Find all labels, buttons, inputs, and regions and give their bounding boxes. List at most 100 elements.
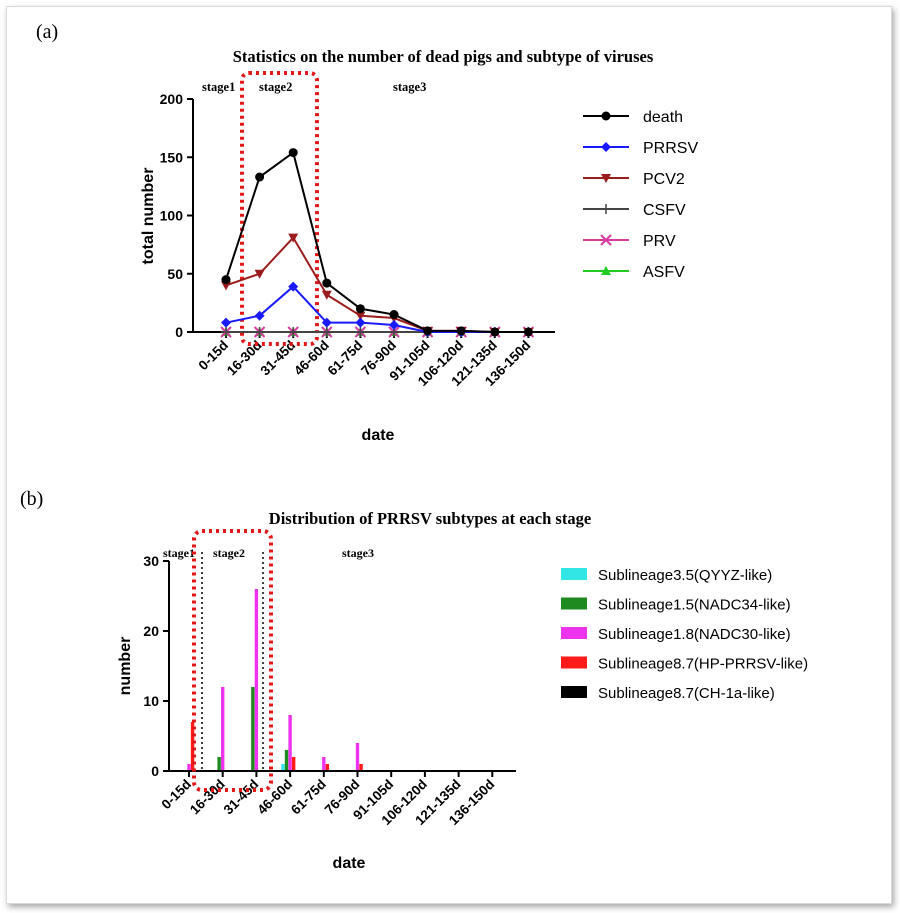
bar-sublineage8-7-hp-prrsv-like [359,764,363,771]
panel-b-ytick-label: 10 [143,693,159,709]
series-death-point [322,278,332,288]
panel-a-stage1: stage1 [202,80,235,94]
panel-a-ytick-label: 100 [160,208,184,224]
bar-sublineage1-8-nadc30-like [355,743,360,771]
bar-sublineage8-7-hp-prrsv-like [190,722,195,771]
series-pcv2-point [321,290,332,300]
legend-label-sublineage8-7-ch-1a-like: Sublineage8.7(CH-1a-like) [598,685,775,702]
panel-a-xtick-label: 16-30d [224,338,265,379]
legend-label-prrsv: PRRSV [643,140,698,157]
bar-sublineage3-5-qyyz-like [281,764,285,771]
series-pcv2-point [254,269,265,279]
legend-swatch-sublineage8-7-hp-prrsv-like [561,656,587,669]
figure-frame [6,6,892,904]
legend-marker-csfv [601,204,611,214]
series-death-point [355,304,365,314]
series-csfv-point [254,327,265,337]
series-death [221,148,533,337]
panel-b-title: Distribution of PRRSV subtypes at each s… [269,509,591,528]
bar-sublineage1-8-nadc30-like [288,715,292,771]
panel-a-title: Statistics on the number of dead pigs an… [233,47,654,66]
series-death-point [456,326,466,336]
panel-a-ytick-label: 0 [175,324,183,340]
legend-label-sublineage8-7-hp-prrsv-like: Sublineage8.7(HP-PRRSV-like) [598,656,808,673]
series-prrsv-line [225,285,529,333]
legend-marker-pcv2 [601,174,611,183]
series-death-line [225,150,529,333]
series-csfv-point [355,327,366,337]
panel-b-stage2: stage2 [213,546,245,560]
bar-sublineage1-8-nadc30-like [322,757,326,771]
series-pcv2-line [225,235,529,333]
panel-a-stage2-highlight [240,71,319,346]
series-csfv-point [221,327,231,337]
panel-b-ytick-label: 0 [151,763,159,779]
series-death-point [523,327,533,337]
series-pcv2 [221,233,534,337]
panel-b-xtick-label: 31-45d [221,777,262,818]
legend-marker-prrsv [601,142,611,152]
series-death-point [389,310,399,320]
series-prrsv-point [321,317,332,328]
panel-b-plot: 01020300-15d16-30d31-45d46-60d61-75d76-9… [143,529,808,828]
panel-b-legend: Sublineage3.5(QYYZ-like) Sublineage1.5(NA… [561,567,808,702]
panel-b-ytick-label: 20 [143,623,159,639]
series-pcv2-point [221,281,231,291]
panel-b-xtick-label: 61-75d [288,777,329,818]
panel-b-stage3: stage3 [342,546,374,560]
legend-swatch-sublineage8-7-ch-1a-like [561,686,587,698]
legend-label-csfv: CSFV [643,202,686,219]
panel-b-stage2-highlight [192,529,273,792]
bar-sublineage1-8-nadc30-like [221,687,225,771]
panel-a-label: (a) [36,21,58,43]
panel-b-ylabel: number [117,637,134,696]
panel-a-ylabel: total number [140,168,157,265]
panel-b-ytick-label: 30 [143,553,159,569]
legend-swatch-sublineage1-8-nadc30-like [561,627,587,639]
legend-swatch-sublineage3-5-qyyz-like [561,568,587,580]
series-death-point [288,148,298,158]
series-prrsv-point [288,281,299,292]
panel-a-xtick-label: 61-75d [325,338,366,379]
panel-b-xtick-label: 46-60d [254,777,295,818]
legend-label-sublineage1-5-nadc34-like: Sublineage1.5(NADC34-like) [598,597,791,614]
bar-sublineage1-5-nadc34-like [284,750,289,771]
panel-b-stage1: stage1 [163,546,195,560]
legend-marker-death [601,111,611,121]
series-death-point [221,275,231,285]
series-pcv2-point [355,311,366,321]
bar-sublineage1-5-nadc34-like [217,757,221,771]
bar-sublineage1-5-nadc34-like [251,687,255,771]
series-prrsv-point [221,317,231,328]
series-csfv-point [321,327,332,337]
series-prrsv-point [389,320,399,331]
legend-marker-prv [600,234,612,246]
legend-swatch-sublineage1-5-nadc34-like [561,597,587,610]
series-death-point [490,327,500,337]
panel-a-stage2: stage2 [259,80,292,94]
bar-sublineage8-7-hp-prrsv-like [325,764,330,771]
bar-sublineage8-7-hp-prrsv-like [291,757,296,771]
panel-a-plot: 0501001502000-15d16-30d31-45d46-60d61-75… [160,71,698,389]
series-prrsv [221,281,534,337]
series-pcv2-point [288,233,299,243]
panel-a-xlabel: date [362,427,395,444]
panel-a-ytick-label: 150 [160,149,184,165]
legend-label-sublineage1-8-nadc30-like: Sublineage1.8(NADC30-like) [598,626,791,643]
series-death-point [255,172,265,182]
bar-sublineage1-8-nadc30-like [187,764,191,771]
legend-label-pcv2: PCV2 [643,171,685,188]
panel-b-xlabel: date [333,855,366,872]
legend-label-asfv: ASFV [643,264,685,281]
legend-marker-asfv [601,266,611,275]
panel-a-stage3: stage3 [393,80,426,94]
bar-sublineage1-8-nadc30-like [254,589,259,771]
series-csfv-point [288,327,299,337]
series-prrsv-point [254,310,265,321]
legend-label-prv: PRV [643,233,676,250]
legend-label-death: death [643,109,683,126]
panel-b-label: (b) [20,488,43,510]
series-prrsv-point [355,317,366,328]
panel-a-legend: death PRRSV PCV2 CSFV PRV ASFV [583,109,698,281]
